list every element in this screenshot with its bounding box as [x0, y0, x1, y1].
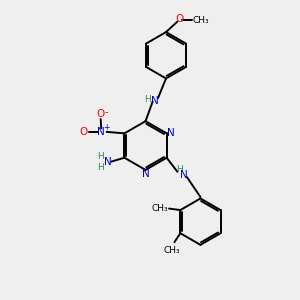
Text: O: O [175, 14, 183, 24]
Text: O: O [97, 109, 105, 119]
Text: CH₃: CH₃ [151, 204, 168, 213]
Text: H: H [176, 166, 183, 175]
Text: N: N [180, 170, 188, 180]
Text: H: H [97, 152, 104, 161]
Text: +: + [103, 123, 110, 132]
Text: -: - [105, 107, 108, 117]
Text: O: O [80, 127, 88, 137]
Text: H: H [97, 163, 104, 172]
Text: CH₃: CH₃ [192, 16, 209, 25]
Text: N: N [103, 157, 111, 166]
Text: N: N [167, 128, 174, 138]
Text: N: N [98, 127, 105, 137]
Text: N: N [151, 96, 158, 106]
Text: H: H [145, 95, 151, 104]
Text: CH₃: CH₃ [163, 246, 180, 255]
Text: N: N [142, 169, 149, 179]
